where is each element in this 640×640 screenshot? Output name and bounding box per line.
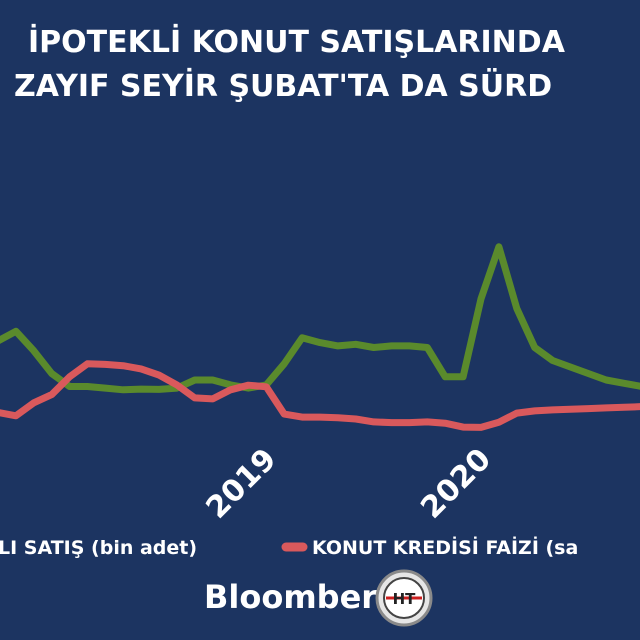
chart-title-line-2: ZAYIF SEYİR ŞUBAT'TA DA SÜRD <box>14 67 552 104</box>
legend-label-rate: KONUT KREDİSİ FAİZİ (sa <box>312 535 578 559</box>
legend: LI SATIŞ (bin adet) KONUT KREDİSİ FAİZİ … <box>0 535 578 559</box>
brand-footer: Bloomberg HT <box>204 569 433 627</box>
series-line-rate <box>0 360 640 431</box>
series-line-sales <box>0 243 640 394</box>
bloomberg-logo: Bloomberg <box>204 578 400 616</box>
chart-title-line-1: İPOTEKLİ KONUT SATIŞLARINDA <box>28 24 566 60</box>
legend-label-sales: LI SATIŞ (bin adet) <box>0 537 197 559</box>
ht-logo-letters: HT <box>393 590 417 608</box>
ht-logo: HT <box>375 569 433 627</box>
plot-area <box>0 243 640 431</box>
